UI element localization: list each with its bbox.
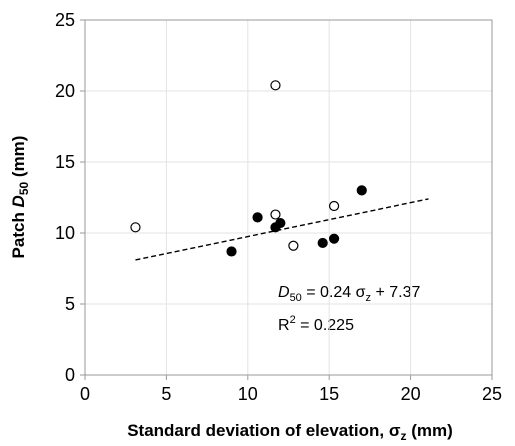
x-tick-label: 25 [482,384,502,404]
point [288,240,299,251]
point [226,246,237,257]
point [328,233,340,244]
r2-part: R [278,317,290,334]
eq-part: z [366,292,372,304]
r2-part: 2 [290,314,296,326]
point [317,237,328,249]
point [275,217,286,229]
trendline [135,198,429,261]
x-tick-label: 5 [161,384,171,404]
y-title-part: D [9,195,28,207]
eq-part: = 0.24 σ [302,284,366,301]
point [356,185,367,196]
x-tick-label: 20 [401,384,421,404]
plot-frame [84,19,493,376]
eq-part: 50 [290,292,302,304]
x-title-part: Standard deviation of elevation, σ [127,421,401,440]
y-tick-label: 10 [55,223,75,243]
point [328,200,340,212]
y-title-part: Patch [9,207,28,258]
equation: D50 = 0.24 σz + 7.37 [278,284,420,304]
eq-part: D [278,284,290,301]
point [270,209,281,220]
point [270,80,281,91]
x-title-part: z [401,429,407,443]
point [130,222,141,233]
x-axis-title: Standard deviation of elevation, σz (mm) [127,421,453,443]
eq-part: + 7.37 [371,284,420,301]
y-title-part: (mm) [9,136,28,182]
point [252,212,263,223]
y-tick-label: 15 [55,152,75,172]
x-tick-label: 15 [319,384,339,404]
y-title-part: 50 [17,181,31,195]
y-axis-title: Patch D50 (mm) [9,136,31,259]
y-tick-label: 5 [65,294,75,314]
x-tick-label: 0 [80,384,90,404]
y-tick-label: 25 [55,10,75,30]
y-tick-label: 20 [55,81,75,101]
r2-part: = 0.225 [296,317,354,334]
r-squared: R2 = 0.225 [278,314,354,334]
y-tick-label: 0 [65,365,75,385]
x-tick-label: 10 [238,384,258,404]
x-title-part: (mm) [407,421,453,440]
